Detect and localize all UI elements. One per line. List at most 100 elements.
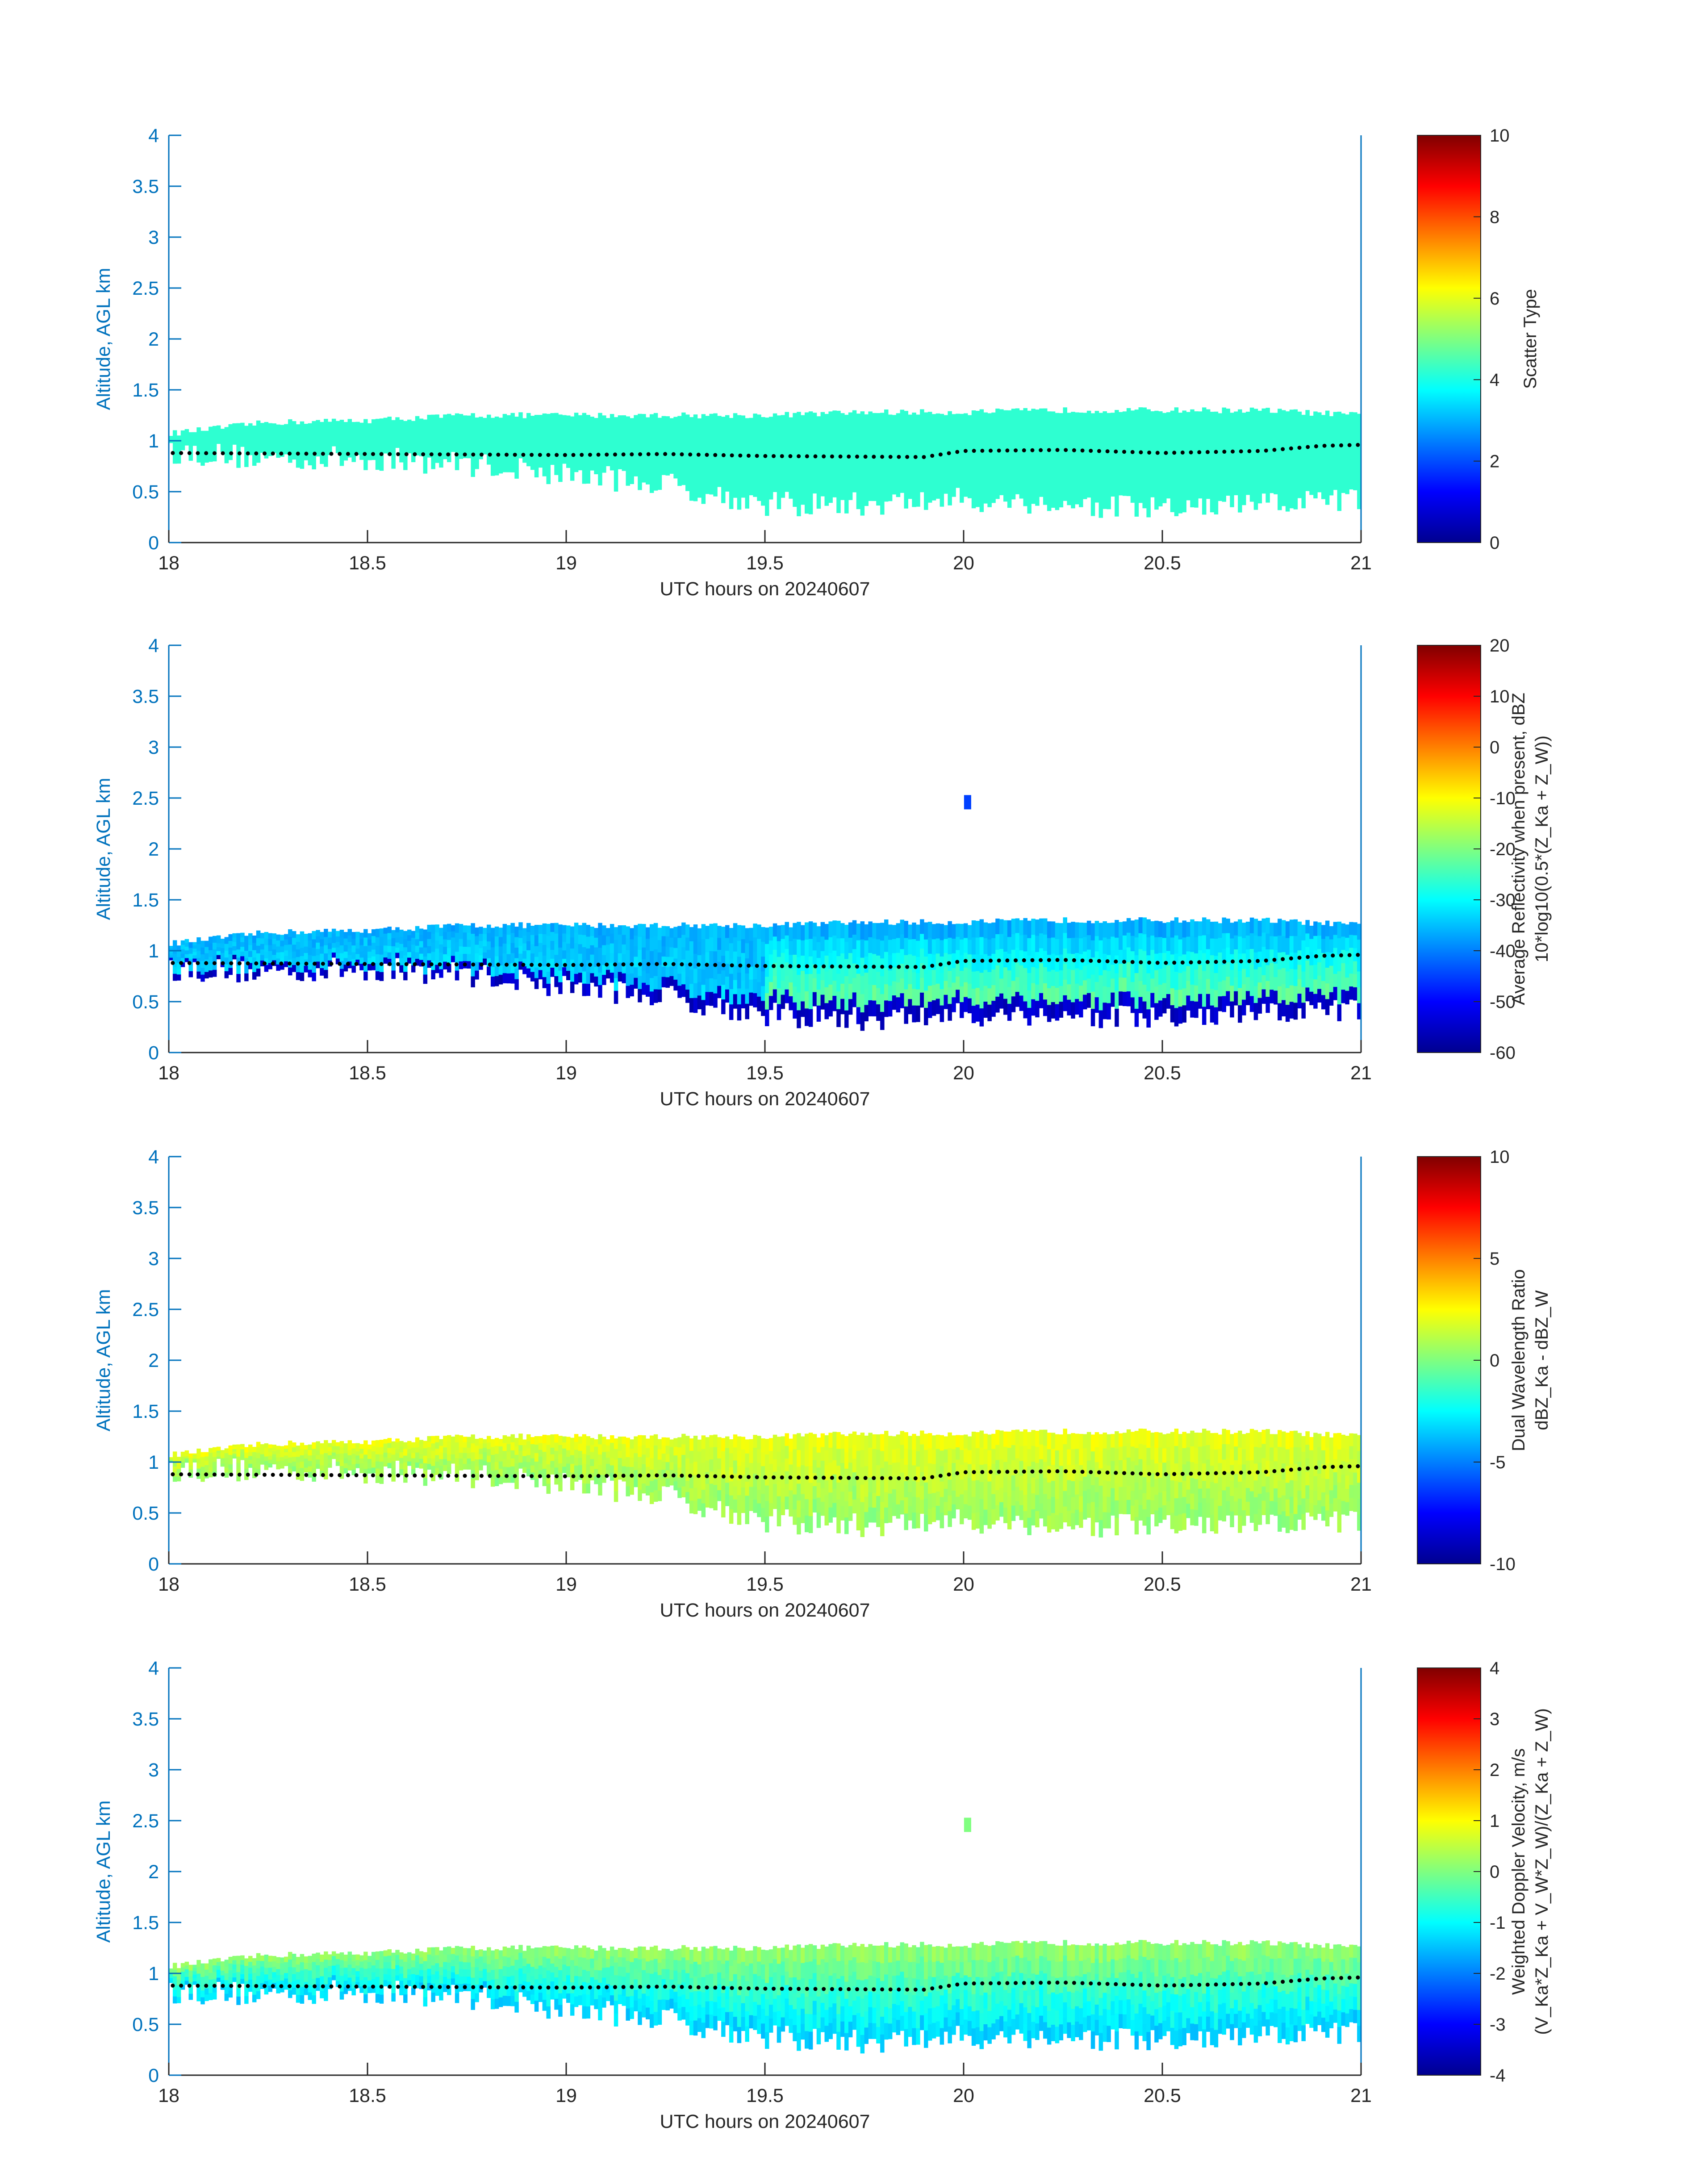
heatmap-column xyxy=(626,416,630,486)
heatmap-cell xyxy=(1003,999,1008,1015)
heatmap-cell xyxy=(733,923,738,938)
cloud-base-dot xyxy=(204,1472,209,1477)
heatmap-cell xyxy=(952,953,956,969)
heatmap-column xyxy=(455,413,459,470)
heatmap-cell xyxy=(192,1964,197,1968)
cloud-base-dot xyxy=(646,452,651,456)
heatmap-cell xyxy=(964,1448,968,1463)
heatmap-cell xyxy=(447,1954,451,1963)
heatmap-cell xyxy=(816,1513,821,1528)
heatmap-column xyxy=(558,414,563,482)
heatmap-cell xyxy=(1047,1449,1052,1467)
heatmap-column xyxy=(375,418,380,470)
isolated-echo xyxy=(964,795,971,810)
heatmap-cell xyxy=(713,1447,718,1460)
cloud-base-dot xyxy=(688,1474,693,1478)
heatmap-cell xyxy=(216,1446,221,1449)
heatmap-cell xyxy=(935,1449,940,1464)
cloud-base-dot xyxy=(179,961,184,965)
heatmap-column xyxy=(1214,411,1219,514)
heatmap-cell xyxy=(169,1460,173,1461)
heatmap-cell xyxy=(1230,986,1234,1002)
heatmap-cell xyxy=(447,956,451,965)
heatmap-column xyxy=(931,414,936,501)
heatmap-column xyxy=(339,419,344,466)
heatmap-cell xyxy=(558,947,563,960)
heatmap-cell xyxy=(172,1963,177,1970)
heatmap-cell xyxy=(793,1002,797,1019)
heatmap-column xyxy=(805,412,809,514)
heatmap-cell xyxy=(618,1465,622,1473)
heatmap-cell xyxy=(316,1441,320,1446)
heatmap-cell xyxy=(888,1436,893,1451)
heatmap-cell xyxy=(443,1436,447,1442)
heatmap-cell xyxy=(228,1963,233,1971)
heatmap-cell xyxy=(673,1472,678,1482)
heatmap-cell xyxy=(733,1486,738,1500)
heatmap-cell xyxy=(646,1438,650,1449)
heatmap-column xyxy=(184,429,189,446)
heatmap-cell xyxy=(407,1958,412,1964)
heatmap-cell xyxy=(467,1442,471,1448)
heatmap-cell xyxy=(490,957,495,967)
heatmap-cell xyxy=(1031,1493,1036,1510)
heatmap-cell xyxy=(483,934,487,940)
heatmap-cell xyxy=(975,1496,980,1513)
heatmap-cell xyxy=(681,1465,686,1476)
heatmap-cell xyxy=(312,1475,316,1482)
heatmap-cell xyxy=(598,935,602,948)
colorbar-label: dBZ_Ka - dBZ_W xyxy=(1532,1290,1552,1430)
heatmap-cell xyxy=(288,1463,292,1469)
cloud-base-dot xyxy=(663,962,668,966)
heatmap-column xyxy=(808,411,813,514)
heatmap-cell xyxy=(375,1985,380,1994)
heatmap-cell xyxy=(284,1978,288,1985)
heatmap-cell xyxy=(1329,1490,1334,1504)
heatmap-cell xyxy=(224,1472,229,1478)
heatmap-cell xyxy=(673,948,678,959)
heatmap-cell xyxy=(284,939,288,945)
heatmap-cell xyxy=(1154,1495,1159,1511)
heatmap-cell xyxy=(1242,1434,1246,1450)
heatmap-cell xyxy=(1079,1480,1083,1497)
heatmap-cell xyxy=(335,1450,340,1454)
heatmap-cell xyxy=(773,1447,777,1460)
heatmap-cell xyxy=(1321,995,1326,1010)
heatmap-cell xyxy=(1249,1491,1254,1508)
heatmap-cell xyxy=(781,967,785,981)
heatmap-cell xyxy=(252,950,257,958)
heatmap-column xyxy=(594,418,598,474)
heatmap-cell xyxy=(256,1991,261,1999)
heatmap-cell xyxy=(1293,936,1298,953)
heatmap-cell xyxy=(1186,922,1190,937)
heatmap-cell xyxy=(498,1446,503,1454)
heatmap-cell xyxy=(836,920,841,939)
heatmap-cell xyxy=(1337,971,1342,988)
heatmap-cell xyxy=(200,1970,205,1977)
heatmap-cell xyxy=(407,1969,412,1975)
heatmap-cell xyxy=(268,939,272,945)
cloud-base-dot xyxy=(538,453,542,457)
heatmap-cell xyxy=(1067,1449,1071,1465)
heatmap-cell xyxy=(864,1481,869,1497)
heatmap-cell xyxy=(304,1445,309,1450)
heatmap-cell xyxy=(260,955,265,961)
heatmap-cell xyxy=(622,1436,626,1445)
heatmap-cell xyxy=(514,958,519,969)
heatmap-cell xyxy=(312,1442,316,1450)
heatmap-cell xyxy=(383,1950,388,1957)
heatmap-cell xyxy=(1090,923,1095,941)
heatmap-cell xyxy=(1198,1460,1203,1475)
heatmap-cell xyxy=(785,1433,789,1446)
heatmap-cell xyxy=(1170,1005,1175,1023)
heatmap-cell xyxy=(665,936,670,947)
heatmap-cell xyxy=(1083,923,1087,938)
heatmap-cell xyxy=(264,1447,269,1453)
heatmap-cell xyxy=(781,1436,785,1450)
heatmap-cell xyxy=(1210,1433,1215,1450)
heatmap-cell xyxy=(475,1459,479,1467)
heatmap-column xyxy=(598,413,602,486)
heatmap-cell xyxy=(554,923,559,934)
heatmap-cell xyxy=(975,1448,980,1465)
heatmap-cell xyxy=(848,1506,853,1521)
